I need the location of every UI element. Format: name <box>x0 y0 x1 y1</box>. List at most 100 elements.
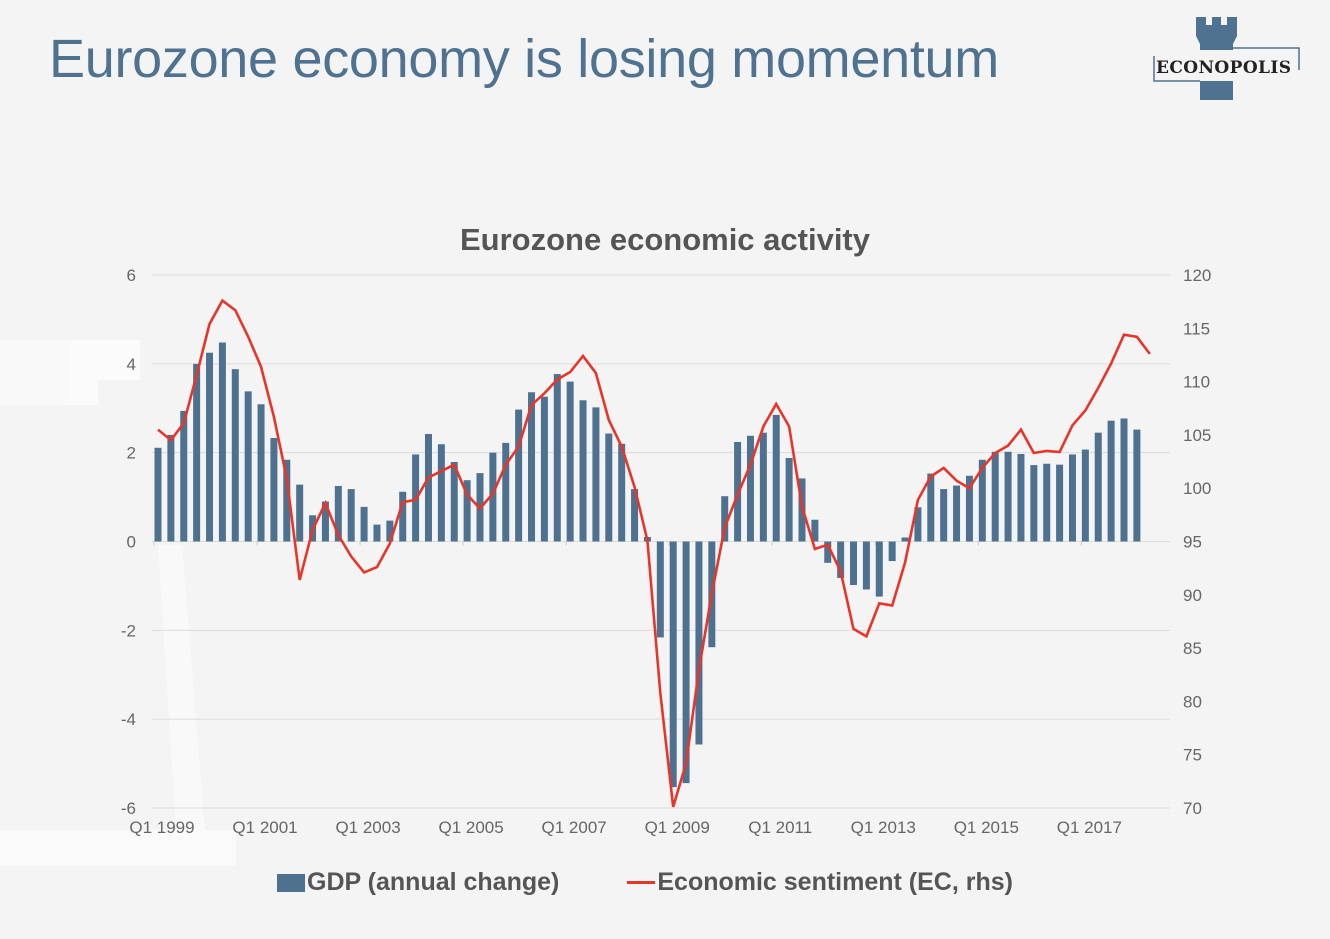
x-tick-label: Q1 2001 <box>232 818 297 837</box>
left-tick-label: 0 <box>127 533 136 552</box>
gdp-bar <box>1030 465 1038 542</box>
legend-label-sentiment: Economic sentiment (EC, rhs) <box>657 868 1013 896</box>
gdp-bar <box>528 392 536 542</box>
gdp-bar <box>231 369 239 542</box>
right-tick-label: 120 <box>1183 266 1211 285</box>
gdp-bar <box>489 452 497 542</box>
x-tick-label: Q1 2009 <box>645 818 710 837</box>
gdp-bar <box>940 489 948 542</box>
gdp-bar <box>1081 449 1089 542</box>
left-tick-label: -6 <box>121 799 136 818</box>
gdp-bar <box>553 374 561 542</box>
legend-label-gdp: GDP (annual change) <box>307 868 560 896</box>
x-tick-label: Q1 2005 <box>439 818 504 837</box>
gdp-bar <box>850 541 858 586</box>
gdp-bar <box>695 541 703 745</box>
x-axis-ticks: Q1 1999 Q1 2001 Q1 2003 Q1 2005 Q1 2007 Q1 20… <box>129 541 1122 837</box>
legend-line-swatch <box>627 881 656 884</box>
gdp-bar <box>914 507 922 542</box>
gdp-bar <box>759 432 767 542</box>
gdp-bar <box>463 480 471 542</box>
castle-tower-icon <box>1153 17 1300 100</box>
gdp-bar <box>927 473 935 542</box>
gdp-bar <box>257 404 265 542</box>
gdp-bar <box>901 537 909 542</box>
gdp-bar <box>721 496 729 542</box>
gdp-bar <box>167 434 175 542</box>
right-tick-label: 80 <box>1183 692 1202 711</box>
legend-item-gdp: GDP (annual change) <box>277 868 559 897</box>
left-tick-label: 4 <box>127 355 136 374</box>
gdp-bar <box>193 363 201 542</box>
gdp-bar <box>1068 454 1076 542</box>
gdp-bar <box>399 491 407 542</box>
legend-item-sentiment: Economic sentiment (EC, rhs) <box>627 868 1013 897</box>
right-tick-label: 85 <box>1183 639 1202 658</box>
gdp-bar <box>579 400 587 542</box>
gdp-bar <box>746 435 754 542</box>
x-tick-label: Q1 2003 <box>335 818 400 837</box>
gdp-bar <box>682 541 690 784</box>
gdp-bar <box>953 485 961 542</box>
left-axis-ticks: 6 4 2 0 -2 -4 -6 <box>121 266 136 818</box>
gdp-bar <box>1120 418 1128 542</box>
gdp-bar <box>206 352 214 542</box>
gdp-bar <box>862 541 870 590</box>
gdp-bar <box>824 541 832 563</box>
gdp-bar <box>772 414 780 542</box>
gdp-bar <box>965 475 973 542</box>
sentiment-line-group <box>157 298 1151 808</box>
legend: GDP (annual change) Economic sentiment (… <box>277 868 1013 897</box>
gdp-bar <box>656 541 664 638</box>
right-tick-label: 70 <box>1183 799 1202 818</box>
gdp-bar <box>1004 451 1012 542</box>
slide-title: Eurozone economy is losing momentum <box>49 29 999 89</box>
gdp-bar <box>785 457 793 542</box>
left-tick-label: 6 <box>127 266 136 285</box>
gdp-bar <box>437 444 445 542</box>
gdp-bar <box>218 342 226 542</box>
right-tick-label: 95 <box>1183 533 1202 552</box>
x-tick-label: Q1 2017 <box>1057 818 1122 837</box>
gdp-bar <box>180 410 188 542</box>
right-tick-label: 100 <box>1183 479 1211 498</box>
gdp-bar <box>1107 420 1115 542</box>
gdp-bar <box>837 541 845 578</box>
gdp-bar <box>566 381 574 542</box>
right-tick-label: 90 <box>1183 586 1202 605</box>
x-tick-label: Q1 1999 <box>129 818 194 837</box>
logo-text: ECONOPOLIS <box>1156 58 1292 78</box>
gdp-bar <box>811 519 819 542</box>
right-axis-ticks: 120 115 110 105 100 95 90 85 80 75 70 <box>1183 266 1211 818</box>
gdp-bar <box>1043 463 1051 542</box>
gdp-bar <box>244 391 252 542</box>
chart-title: Eurozone economic activity <box>460 222 870 257</box>
gdp-bar <box>334 485 342 542</box>
gdp-bar <box>296 484 304 542</box>
gdp-bar <box>1056 464 1064 542</box>
right-tick-label: 110 <box>1183 373 1210 392</box>
right-tick-label: 115 <box>1183 319 1210 338</box>
x-tick-label: Q1 2007 <box>542 818 607 837</box>
right-tick-label: 75 <box>1183 746 1202 765</box>
gdp-bar <box>515 409 523 542</box>
left-tick-label: -4 <box>121 710 136 729</box>
sentiment-line <box>157 298 1151 808</box>
gdp-bar <box>450 461 458 542</box>
econopolis-logo: ECONOPOLIS <box>1148 14 1304 100</box>
gdp-bar <box>1094 432 1102 542</box>
gdp-bar <box>978 459 986 542</box>
gdp-bar <box>592 407 600 542</box>
left-tick-label: -2 <box>121 621 136 640</box>
gdp-bar <box>321 501 329 542</box>
right-tick-label: 105 <box>1183 426 1211 445</box>
gdp-bar <box>540 396 548 542</box>
left-tick-label: 2 <box>127 444 136 463</box>
gdp-bar <box>347 489 355 542</box>
gdp-bar <box>991 451 999 542</box>
gdp-bar <box>605 433 613 542</box>
gdp-bar <box>875 541 883 597</box>
x-tick-label: Q1 2015 <box>954 818 1019 837</box>
gdp-bar <box>424 434 432 542</box>
